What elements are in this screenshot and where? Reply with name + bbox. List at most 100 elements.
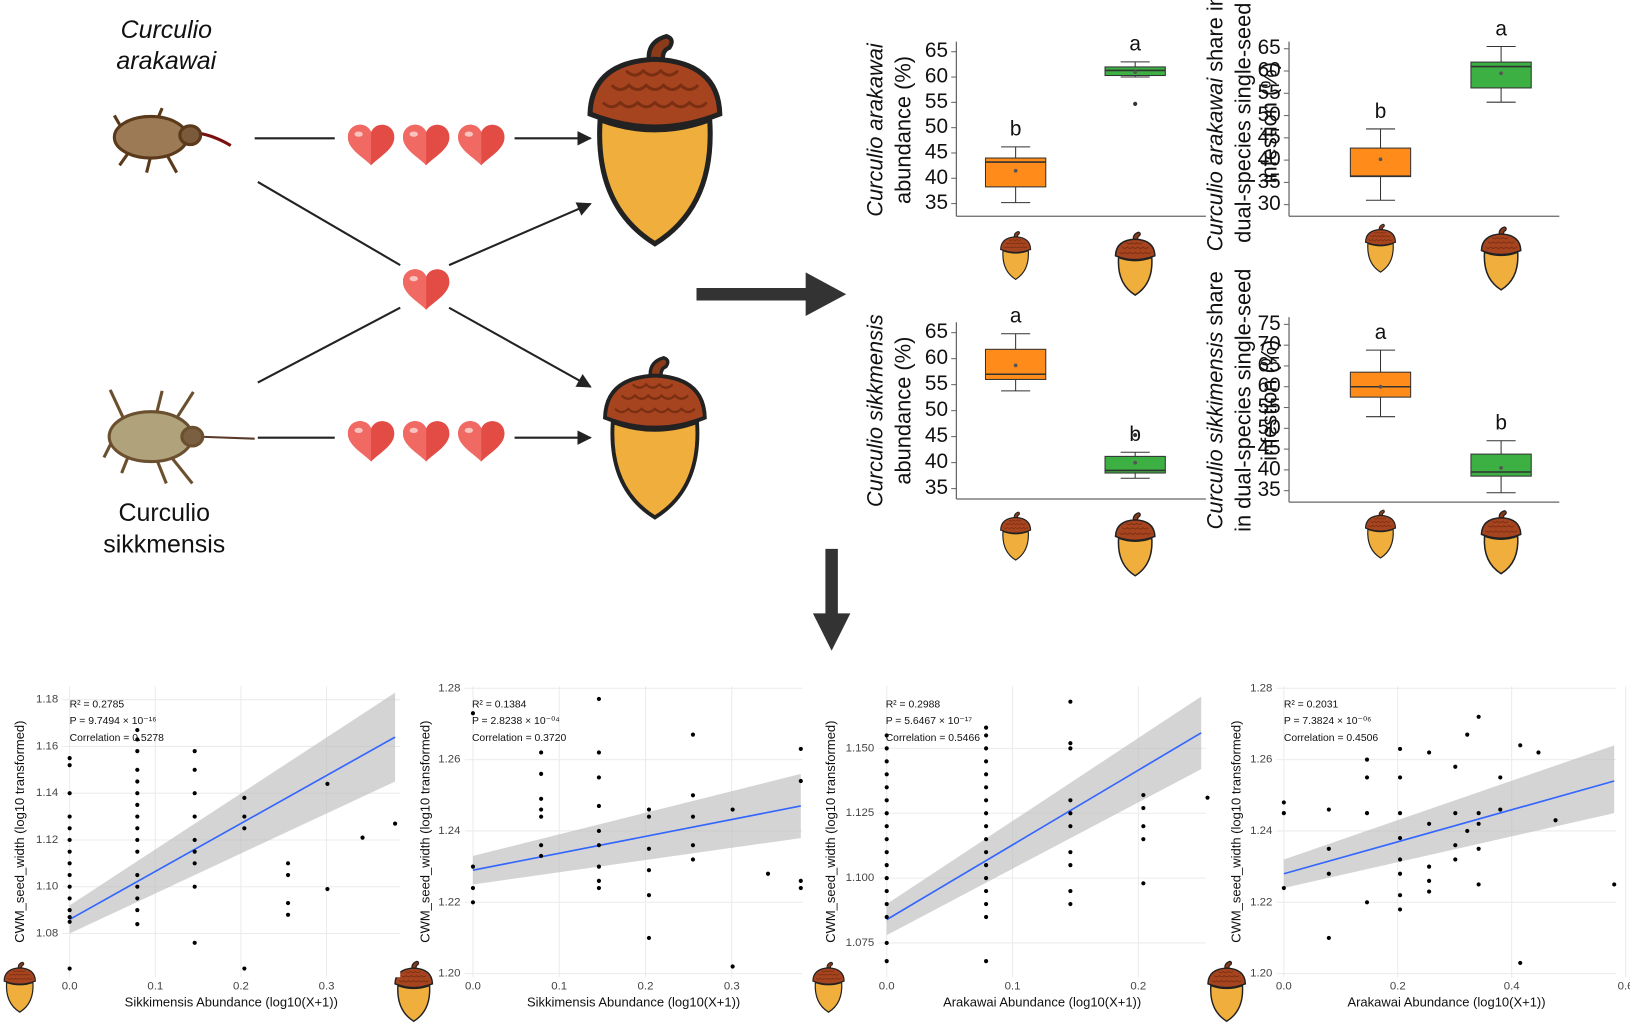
category-icon bbox=[1364, 223, 1397, 273]
x-tick-label: 0.2 bbox=[233, 981, 249, 993]
y-tick-label: 45 bbox=[925, 424, 948, 447]
point bbox=[1364, 811, 1370, 816]
mean bbox=[1499, 465, 1503, 470]
point bbox=[192, 749, 197, 754]
point bbox=[884, 914, 889, 920]
point bbox=[984, 876, 989, 881]
point bbox=[1476, 882, 1481, 887]
y-tick-label: 1.18 bbox=[36, 694, 58, 706]
point bbox=[690, 843, 696, 848]
point bbox=[1326, 846, 1331, 851]
significance-letter: b bbox=[1495, 412, 1507, 435]
point bbox=[242, 795, 247, 800]
point bbox=[1068, 850, 1073, 855]
y-axis-label: CWM_seed_width (log10 transformed) bbox=[823, 721, 838, 943]
mean bbox=[1013, 168, 1018, 173]
regression-line bbox=[69, 736, 396, 921]
x-tick-label: 0.3 bbox=[319, 981, 335, 993]
point bbox=[1141, 793, 1146, 798]
y-tick-label: 1.16 bbox=[36, 740, 58, 752]
y-tick-label: 1.20 bbox=[438, 968, 460, 980]
point bbox=[690, 793, 696, 798]
annotation: P = 2.8238 × 10⁻⁰⁴ bbox=[472, 716, 560, 727]
point bbox=[1281, 885, 1286, 891]
point bbox=[539, 750, 544, 755]
x-tick-label: 0.4 bbox=[1504, 981, 1521, 993]
point bbox=[690, 814, 696, 819]
y-tick-label: 60 bbox=[1258, 58, 1281, 81]
y-tick-label: 50 bbox=[925, 115, 948, 138]
y-axis-label-part: infestion (%) bbox=[1256, 340, 1281, 461]
point bbox=[646, 868, 652, 873]
regression-line bbox=[472, 805, 801, 871]
y-tick-label: 35 bbox=[1258, 170, 1281, 193]
point bbox=[884, 888, 889, 894]
point bbox=[1326, 935, 1331, 941]
point bbox=[285, 912, 291, 917]
regression-line bbox=[1283, 780, 1615, 875]
point bbox=[242, 966, 247, 971]
point bbox=[798, 878, 803, 883]
point bbox=[242, 826, 247, 831]
mean bbox=[1378, 384, 1383, 389]
point bbox=[1518, 743, 1523, 748]
point bbox=[135, 727, 140, 733]
point bbox=[1068, 746, 1073, 751]
annotation: P = 5.6467 × 10⁻¹⁷ bbox=[886, 716, 973, 727]
y-tick-label: 55 bbox=[1258, 81, 1281, 104]
x-tick-label: 0.1 bbox=[551, 981, 567, 993]
acorn bbox=[605, 358, 705, 518]
arrow bbox=[812, 613, 851, 651]
arrow bbox=[805, 272, 847, 317]
point bbox=[884, 824, 889, 829]
point bbox=[1397, 893, 1403, 898]
y-tick-label: 60 bbox=[925, 65, 948, 88]
point bbox=[1465, 732, 1470, 737]
point bbox=[325, 886, 330, 892]
point bbox=[67, 826, 72, 831]
significance-letter: a bbox=[1010, 305, 1022, 328]
y-tick-label: 1.28 bbox=[438, 682, 460, 694]
point bbox=[470, 711, 476, 716]
point bbox=[884, 772, 889, 777]
acorn bbox=[812, 961, 845, 1013]
y-tick-label: 65 bbox=[925, 320, 948, 343]
point bbox=[135, 814, 140, 819]
point bbox=[1281, 800, 1286, 805]
point bbox=[192, 940, 197, 945]
point bbox=[242, 814, 247, 819]
point bbox=[67, 884, 72, 889]
point bbox=[798, 885, 803, 891]
y-axis-label: Curculio sikkimensis share bbox=[1202, 271, 1227, 529]
point bbox=[285, 901, 291, 906]
significance-letter: a bbox=[1495, 17, 1507, 40]
point bbox=[984, 863, 989, 868]
y-tick-label: 1.22 bbox=[1250, 896, 1272, 908]
point bbox=[192, 837, 197, 843]
category-icon bbox=[1114, 512, 1156, 577]
point bbox=[1141, 805, 1146, 811]
point bbox=[596, 750, 601, 755]
point bbox=[67, 814, 72, 819]
point bbox=[393, 821, 398, 826]
y-tick-label: 1.075 bbox=[846, 937, 875, 949]
point bbox=[1397, 907, 1403, 912]
point bbox=[984, 850, 989, 855]
category-icon bbox=[999, 511, 1032, 561]
x-axis-label: Sikkimensis Abundance (log10(X+1)) bbox=[125, 995, 338, 1010]
significance-letter: a bbox=[1375, 321, 1387, 344]
outlier bbox=[1133, 432, 1138, 438]
point bbox=[730, 807, 735, 812]
point bbox=[67, 861, 72, 866]
point bbox=[884, 850, 889, 855]
point bbox=[646, 846, 652, 851]
y-axis-label: infestion (%) bbox=[1256, 62, 1281, 183]
point bbox=[135, 767, 140, 772]
box bbox=[1349, 147, 1412, 178]
point bbox=[285, 861, 291, 866]
weevil bbox=[112, 107, 232, 174]
x-tick-label: 0.0 bbox=[879, 981, 895, 993]
point bbox=[984, 746, 989, 751]
point bbox=[135, 826, 140, 831]
